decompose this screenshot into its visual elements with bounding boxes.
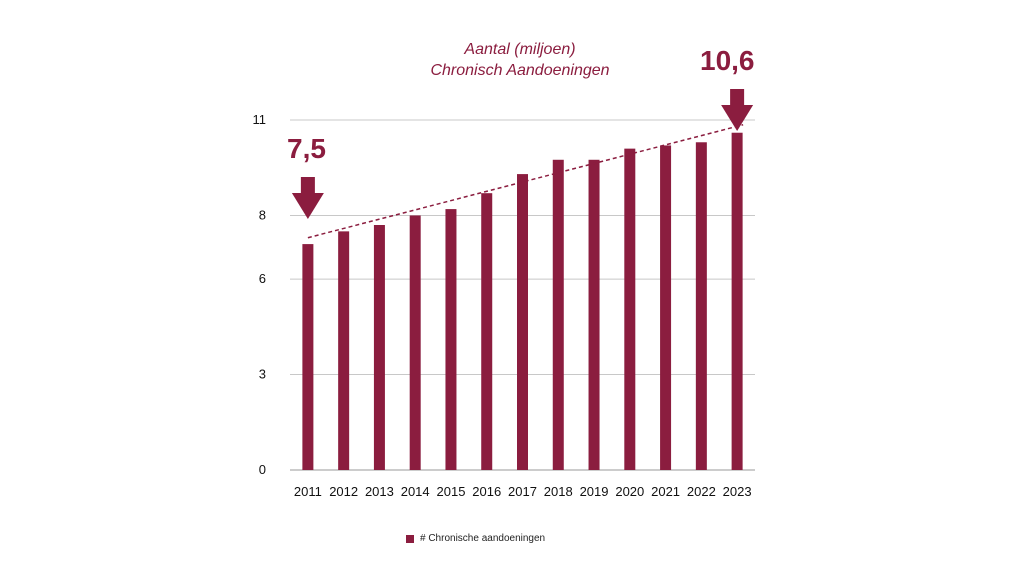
bar-2013 [373, 225, 385, 470]
x-tick-label: 2011 [294, 484, 322, 499]
x-tick-label: 2012 [329, 484, 358, 499]
y-tick-label: 3 [259, 367, 266, 382]
x-axis-ticks: 2011 2012 2013 2014 2015 2016 2017 2018 2019 2020… [294, 484, 752, 499]
start-value-annotation: 7,5 [287, 133, 326, 164]
start-arrow-icon [291, 177, 324, 219]
end-arrow-icon [721, 89, 754, 131]
y-tick-label: 11 [253, 112, 267, 127]
bar-2017 [517, 174, 528, 470]
bar-2011 [302, 244, 314, 470]
x-tick-label: 2014 [401, 484, 430, 499]
bar-2020 [624, 148, 636, 471]
bar-2016 [481, 193, 493, 470]
bar-2023 [731, 132, 743, 470]
end-value-annotation: 10,6 [700, 45, 755, 76]
x-tick-label: 2023 [723, 484, 752, 499]
bar-2021 [660, 145, 672, 471]
x-tick-label: 2017 [508, 484, 537, 499]
chart-title: Aantal (miljoen) [464, 41, 576, 58]
x-tick-label: 2015 [437, 484, 466, 499]
y-tick-label: 6 [259, 271, 266, 286]
x-tick-label: 2018 [544, 484, 573, 499]
x-tick-label: 2020 [615, 484, 644, 499]
bar-2019 [588, 159, 600, 471]
bar-2018 [552, 159, 564, 471]
legend-label: # Chronische aandoeningen [420, 533, 546, 544]
x-tick-label: 2021 [651, 484, 680, 499]
bar-2012 [338, 231, 350, 470]
bar-2014 [409, 215, 421, 470]
y-tick-label: 0 [259, 462, 266, 477]
bar-2015 [445, 209, 457, 470]
x-tick-label: 2019 [580, 484, 609, 499]
trendline [307, 124, 744, 239]
chart-subtitle: Chronisch Aandoeningen [430, 62, 610, 79]
x-tick-label: 2022 [687, 484, 716, 499]
annotations-overlay [291, 89, 754, 239]
legend-swatch [406, 534, 414, 543]
bars [302, 132, 743, 471]
legend: # Chronische aandoeningen [406, 533, 545, 544]
y-axis-ticks: 0 3 6 8 11 [253, 112, 267, 477]
y-tick-label: 8 [259, 207, 266, 222]
x-tick-label: 2013 [365, 484, 394, 499]
bar-2022 [695, 142, 707, 471]
x-tick-label: 2016 [472, 484, 501, 499]
